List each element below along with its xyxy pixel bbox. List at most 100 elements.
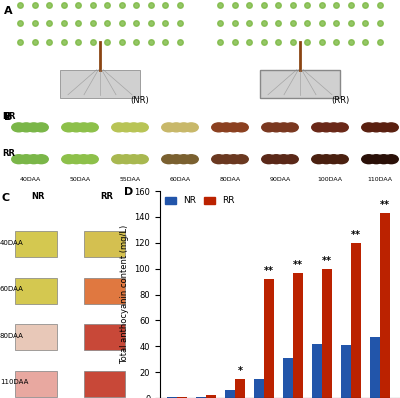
Circle shape [319, 155, 333, 164]
Text: **: ** [380, 201, 390, 211]
Bar [60, 70, 140, 98]
Y-axis label: Total anthocyanin content (mg/L): Total anthocyanin content (mg/L) [120, 225, 129, 364]
Text: NR: NR [31, 192, 45, 201]
Circle shape [162, 155, 176, 164]
Circle shape [277, 123, 291, 132]
Circle shape [127, 123, 141, 132]
Bar [264, 279, 274, 398]
Circle shape [219, 155, 233, 164]
Circle shape [184, 123, 198, 132]
Bar [206, 396, 216, 398]
Circle shape [362, 123, 376, 132]
Bar [167, 397, 177, 398]
Bar [293, 273, 303, 398]
Bar [84, 324, 126, 350]
Circle shape [112, 155, 126, 164]
Circle shape [369, 155, 383, 164]
Circle shape [162, 123, 176, 132]
Circle shape [62, 123, 76, 132]
Circle shape [69, 155, 83, 164]
Circle shape [362, 155, 376, 164]
Text: 100DAA: 100DAA [318, 178, 342, 183]
Circle shape [134, 123, 148, 132]
Circle shape [19, 155, 33, 164]
Circle shape [112, 123, 126, 132]
Bar [84, 231, 126, 257]
Circle shape [62, 155, 76, 164]
Bar [260, 70, 340, 98]
Circle shape [312, 123, 326, 132]
Text: *: * [238, 366, 243, 376]
Bar [380, 213, 390, 398]
Circle shape [134, 155, 148, 164]
Text: (RR): (RR) [331, 96, 349, 105]
Bar [15, 231, 57, 257]
Circle shape [284, 155, 298, 164]
Circle shape [327, 155, 341, 164]
Circle shape [77, 155, 91, 164]
Bar [225, 390, 235, 398]
Bar [351, 243, 361, 398]
Text: 60DAA: 60DAA [0, 286, 24, 293]
Bar [254, 378, 264, 398]
Text: NR: NR [2, 112, 16, 121]
Circle shape [284, 123, 298, 132]
Text: (NR): (NR) [131, 96, 149, 105]
Circle shape [269, 123, 283, 132]
Circle shape [84, 155, 98, 164]
Circle shape [262, 123, 276, 132]
Text: **: ** [351, 230, 361, 240]
Text: **: ** [264, 266, 274, 276]
Circle shape [169, 123, 183, 132]
Circle shape [27, 155, 41, 164]
Circle shape [127, 155, 141, 164]
Circle shape [334, 155, 348, 164]
Circle shape [312, 155, 326, 164]
Text: 40DAA: 40DAA [19, 178, 41, 183]
Circle shape [377, 123, 391, 132]
Circle shape [119, 123, 133, 132]
Text: RR: RR [2, 149, 16, 158]
Bar [15, 371, 57, 397]
Circle shape [369, 123, 383, 132]
Circle shape [277, 155, 291, 164]
Circle shape [19, 123, 33, 132]
Legend: NR, RR: NR, RR [162, 193, 238, 209]
Circle shape [34, 123, 48, 132]
Circle shape [227, 155, 241, 164]
Circle shape [334, 123, 348, 132]
Circle shape [184, 155, 198, 164]
Circle shape [234, 123, 248, 132]
Circle shape [177, 123, 191, 132]
Text: 50DAA: 50DAA [70, 178, 90, 183]
Text: 110DAA: 110DAA [368, 178, 392, 183]
Text: 55DAA: 55DAA [120, 178, 140, 183]
Bar [260, 70, 340, 98]
Text: D: D [124, 187, 133, 197]
Bar [177, 397, 188, 398]
Circle shape [27, 123, 41, 132]
Circle shape [262, 155, 276, 164]
Bar [196, 397, 206, 398]
Text: **: ** [322, 256, 332, 266]
Text: RR: RR [100, 192, 113, 201]
Bar [283, 358, 293, 398]
Text: **: ** [293, 260, 303, 270]
Text: 110DAA: 110DAA [0, 379, 28, 386]
Text: 90DAA: 90DAA [269, 178, 291, 183]
Circle shape [77, 123, 91, 132]
Bar [341, 345, 351, 398]
Circle shape [69, 123, 83, 132]
Circle shape [84, 123, 98, 132]
Text: B: B [4, 112, 12, 122]
Bar [312, 343, 322, 398]
Circle shape [12, 155, 26, 164]
Circle shape [12, 123, 26, 132]
Bar [370, 337, 380, 398]
Bar [235, 378, 245, 398]
Bar [15, 278, 57, 304]
Bar [84, 278, 126, 304]
Circle shape [219, 123, 233, 132]
Circle shape [384, 155, 398, 164]
Circle shape [319, 123, 333, 132]
